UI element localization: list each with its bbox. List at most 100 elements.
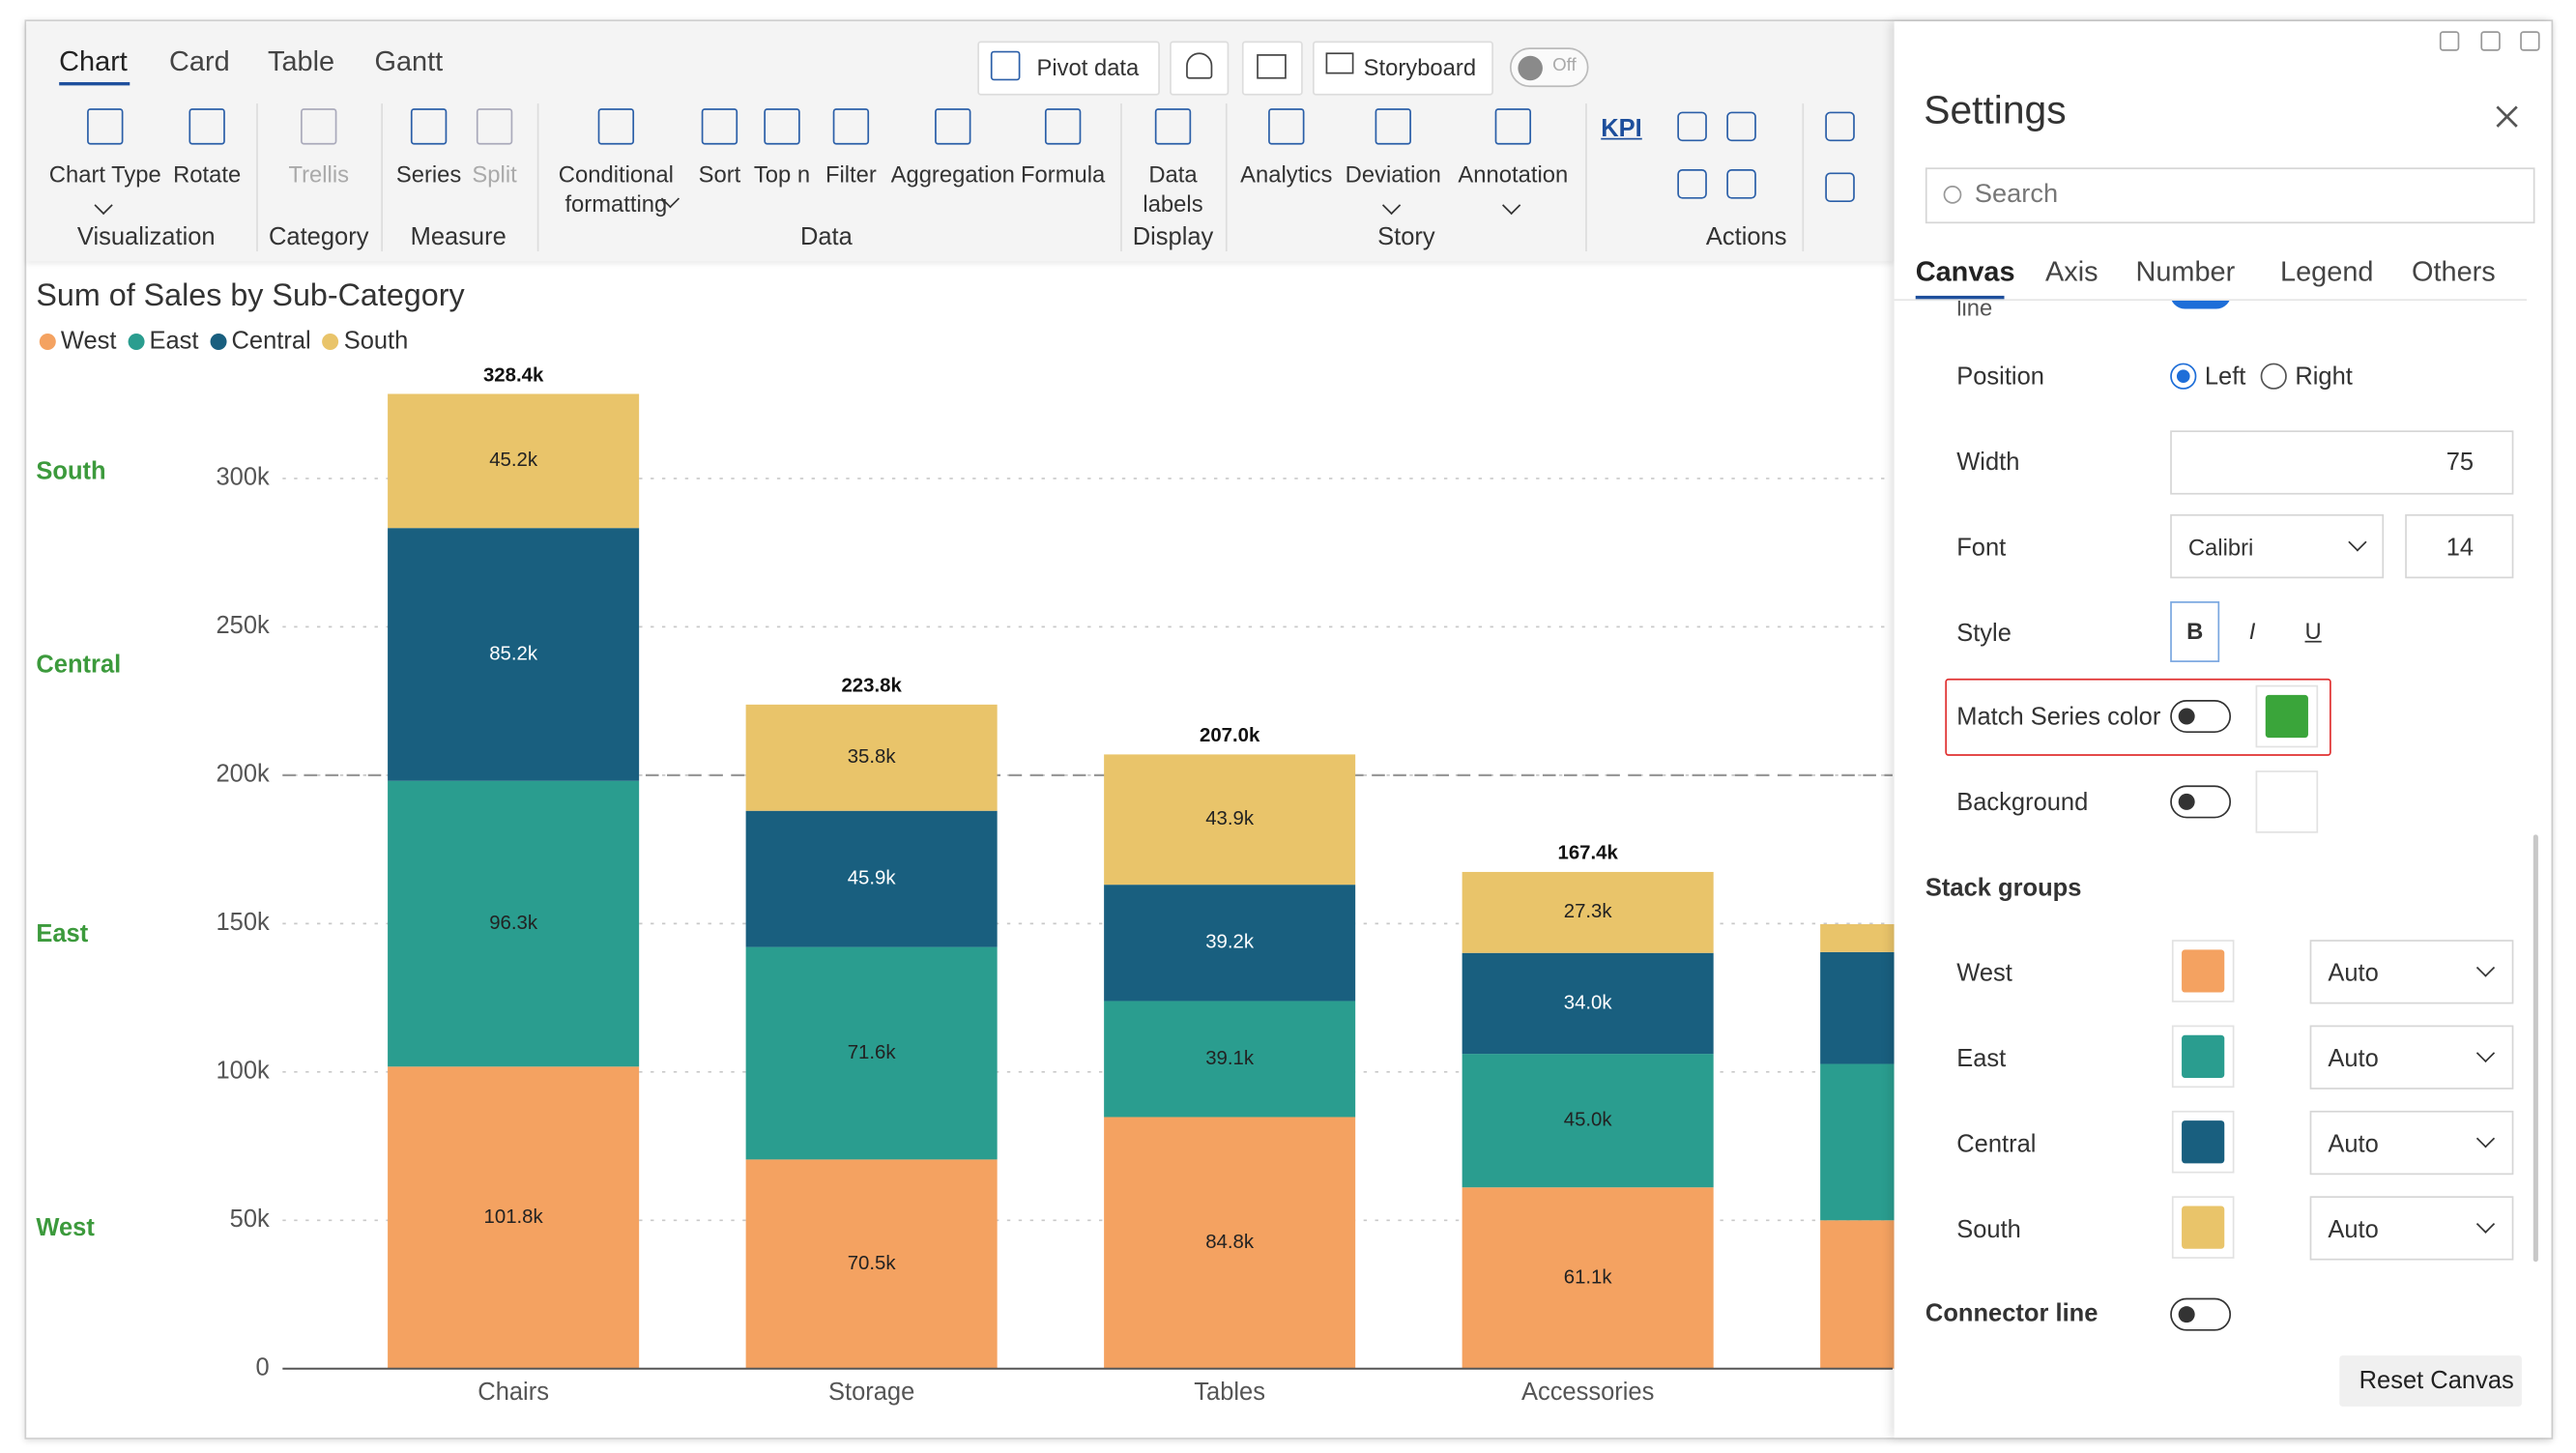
icon [990, 50, 1021, 81]
ribbon-icon [1154, 108, 1192, 145]
dropdown[interactable] [2170, 513, 2385, 579]
action-icon [1677, 169, 1707, 199]
ribbon-item[interactable]: Deviation [1345, 160, 1441, 188]
settings-tab[interactable]: Others [2412, 256, 2496, 288]
color-swatch [2182, 1206, 2225, 1249]
style-button[interactable]: B [2186, 618, 2204, 645]
x-tick-label: Tables [1194, 1379, 1265, 1406]
icon [1325, 52, 1354, 74]
search-box[interactable] [1925, 167, 2535, 224]
header-icon[interactable] [2439, 31, 2460, 51]
radio-label[interactable]: Left [2204, 363, 2246, 392]
input-value: 14 [2446, 534, 2475, 563]
radio[interactable] [2170, 363, 2197, 390]
x-tick-label: Storage [828, 1379, 914, 1406]
button-box[interactable] [1312, 41, 1493, 96]
partial-label: line [1956, 301, 1993, 321]
ribbon-item[interactable]: Conditional formatting [558, 160, 674, 218]
settings-tab[interactable]: Canvas [1915, 256, 2015, 288]
settings-tab[interactable]: Number [2135, 256, 2236, 288]
ribbon-tab[interactable]: Table [268, 45, 335, 77]
input-box[interactable] [2170, 430, 2514, 495]
ribbon: Chart Card Table Gantt Pivot data Storyboard O… [26, 21, 1895, 262]
ribbon-item[interactable]: Chart Type [48, 160, 161, 188]
bar-segment [1820, 1220, 1895, 1369]
toggle[interactable] [2170, 700, 2232, 734]
button-box[interactable] [1241, 41, 1303, 96]
ribbon-tab[interactable]: Gantt [374, 45, 444, 77]
reset-button[interactable] [2339, 1355, 2522, 1407]
ribbon-item[interactable]: Formula [1020, 160, 1106, 188]
reset-label[interactable]: Reset Canvas [2359, 1367, 2514, 1395]
ribbon-item[interactable]: Split [472, 160, 517, 188]
close-button[interactable] [2492, 102, 2522, 131]
color-button[interactable] [2171, 1196, 2235, 1259]
setting-label: Style [1956, 619, 2012, 648]
bar-segment [1104, 1117, 1356, 1369]
dropdown-value: Auto [2328, 1215, 2379, 1244]
radio-label[interactable]: Right [2295, 363, 2353, 392]
data-label: 101.8k [484, 1206, 544, 1228]
style-button[interactable]: I [2248, 618, 2256, 645]
data-label: 61.1k [1564, 1266, 1613, 1288]
ribbon-item[interactable]: Top n [753, 160, 811, 188]
ribbon-item[interactable]: Annotation [1458, 160, 1569, 188]
ribbon-icon [701, 108, 738, 145]
ribbon-item[interactable]: Rotate [173, 160, 242, 188]
ribbon-item[interactable]: KPI [1601, 114, 1642, 143]
ribbon-item[interactable]: Aggregation [890, 160, 1015, 188]
radio[interactable] [2260, 363, 2287, 390]
settings-tab[interactable]: Legend [2280, 256, 2374, 288]
total-label: 328.4k [483, 364, 544, 386]
ribbon-item[interactable]: Analytics [1240, 160, 1333, 188]
data-label: 43.9k [1205, 808, 1255, 829]
settings-panel: Settings Search Canvas Axis Number Legend Othe… [1894, 21, 2552, 1438]
legend-swatch [39, 333, 56, 350]
button-label[interactable]: Pivot data [1036, 54, 1140, 81]
search-icon [1943, 186, 1962, 204]
dropdown-value: Auto [2328, 1044, 2379, 1073]
group-separator [1120, 103, 1122, 252]
color-button[interactable] [2255, 684, 2319, 748]
header-icon[interactable] [2520, 31, 2540, 51]
ribbon-icon [935, 108, 971, 145]
action-icon [1677, 111, 1707, 142]
style-button[interactable]: U [2304, 618, 2322, 645]
header-icon[interactable] [2480, 31, 2501, 51]
dropdown[interactable] [2309, 940, 2514, 1004]
y-tick-label: 100k [216, 1058, 270, 1085]
partial-toggle[interactable] [2170, 301, 2232, 309]
button-label[interactable]: Storyboard [1363, 54, 1477, 81]
dropdown[interactable] [2309, 1025, 2514, 1090]
color-button[interactable] [2171, 940, 2235, 1003]
bar-segment [388, 1066, 640, 1369]
bar-segment [1820, 1063, 1895, 1221]
dropdown[interactable] [2309, 1196, 2514, 1261]
settings-tab[interactable]: Axis [2045, 256, 2098, 288]
style-button-box[interactable] [2170, 601, 2220, 662]
button-box[interactable] [977, 41, 1160, 96]
group-separator [1225, 103, 1228, 252]
ribbon-icon [1044, 108, 1082, 145]
action-icon [1726, 111, 1756, 142]
section-label: Stack groups [1925, 874, 2082, 903]
color-button[interactable] [2171, 1025, 2235, 1089]
ribbon-item[interactable]: Trellis [288, 160, 350, 188]
ribbon-item[interactable]: Series [395, 160, 462, 188]
ribbon-item[interactable]: Data labels [1143, 160, 1203, 218]
ribbon-tab[interactable]: Chart [59, 45, 128, 77]
dropdown[interactable] [2309, 1110, 2514, 1176]
series-axis-label: Central [36, 652, 121, 679]
bar-segment [1462, 871, 1714, 953]
ribbon-tab[interactable]: Card [169, 45, 230, 77]
color-button[interactable] [2255, 770, 2319, 833]
ribbon-item[interactable]: Filter [825, 160, 877, 188]
ribbon-icon [188, 108, 225, 145]
input-box[interactable] [2405, 513, 2514, 579]
ribbon-item[interactable]: Sort [698, 160, 741, 188]
color-button[interactable] [2171, 1110, 2235, 1174]
group-label: Display [1132, 223, 1214, 252]
bar-segment [1462, 1187, 1714, 1369]
legend-item: South [322, 327, 408, 355]
